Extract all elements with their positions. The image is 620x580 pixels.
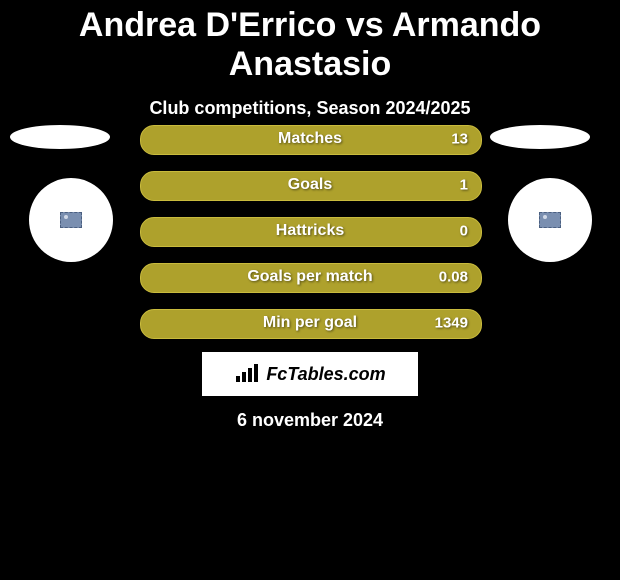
date-text: 6 november 2024 — [237, 410, 383, 431]
stat-row: Hattricks 0 — [140, 217, 480, 245]
brand-badge: FcTables.com — [202, 352, 418, 396]
image-placeholder-icon — [539, 212, 561, 228]
stat-value: 13 — [451, 131, 468, 148]
comparison-infographic: Andrea D'Errico vs Armando Anastasio Clu… — [0, 0, 620, 580]
stat-value: 1 — [460, 177, 468, 194]
stat-label: Matches — [278, 130, 342, 148]
page-title: Andrea D'Errico vs Armando Anastasio — [0, 0, 620, 84]
stat-row: Matches 13 — [140, 125, 480, 153]
stat-row: Goals 1 — [140, 171, 480, 199]
image-placeholder-icon — [60, 212, 82, 228]
stat-label: Hattricks — [276, 222, 344, 240]
right-player-avatar — [508, 178, 592, 262]
stat-bars: Matches 13 Goals 1 Hattricks 0 Goals per match… — [140, 125, 480, 355]
brand-text: FcTables.com — [266, 364, 385, 385]
stat-label: Min per goal — [263, 314, 357, 332]
right-player-oval — [490, 125, 590, 149]
left-player-avatar — [29, 178, 113, 262]
stat-value: 1349 — [435, 315, 468, 332]
page-subtitle: Club competitions, Season 2024/2025 — [0, 98, 620, 119]
stat-row: Goals per match 0.08 — [140, 263, 480, 291]
stat-value: 0 — [460, 223, 468, 240]
stat-label: Goals per match — [247, 268, 372, 286]
stat-value: 0.08 — [439, 269, 468, 286]
stat-row: Min per goal 1349 — [140, 309, 480, 337]
left-player-oval — [10, 125, 110, 149]
bars-icon — [234, 364, 262, 384]
stat-label: Goals — [288, 176, 332, 194]
